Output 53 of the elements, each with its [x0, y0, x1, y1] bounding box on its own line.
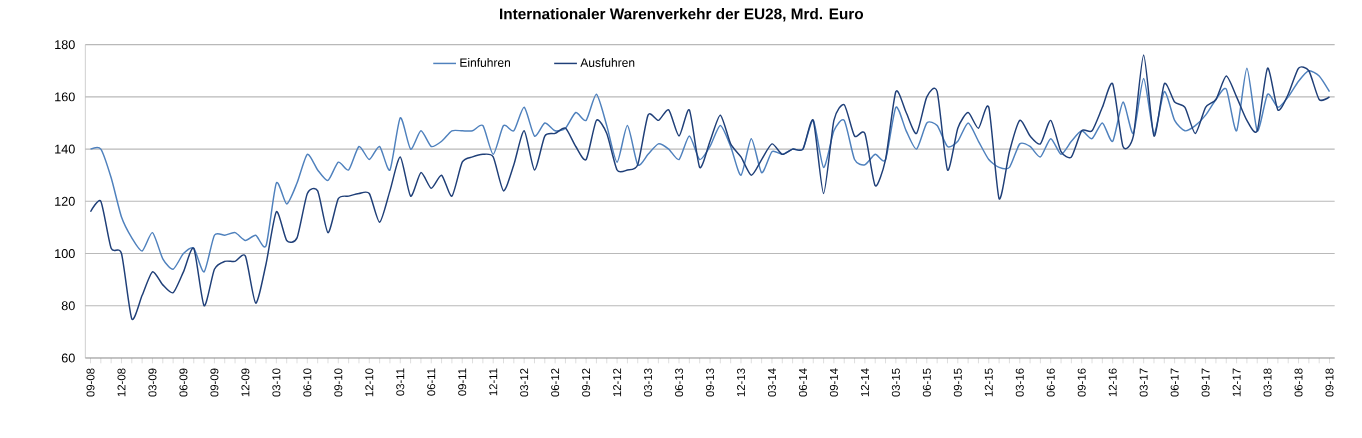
y-tick-label: 160	[55, 92, 75, 102]
x-tick-label: 03-15	[891, 368, 900, 397]
x-tick-label: 09-09	[210, 368, 219, 397]
x-tick-label: 06-12	[551, 368, 560, 397]
y-tick-label: 100	[55, 249, 75, 259]
x-tick-label: 09-11	[458, 368, 467, 396]
x-tick-label: 12-09	[241, 368, 250, 397]
x-tick-label: 12-17	[1232, 368, 1241, 397]
line-series	[89, 54, 1331, 320]
legend-label: Einfuhren	[460, 58, 510, 67]
x-tick-label: 06-10	[303, 368, 312, 397]
x-tick-label: 12-12	[613, 368, 622, 397]
x-tick-label: 03-18	[1263, 368, 1272, 397]
x-tick-label: 12-13	[736, 368, 745, 397]
x-tick-label: 03-09	[148, 368, 157, 397]
x-tick-label: 12-14	[860, 368, 869, 397]
x-tick-label: 03-12	[520, 368, 529, 397]
x-tick-label: 06-16	[1046, 368, 1055, 397]
y-tick-label: 60	[61, 353, 75, 363]
y-tick-label: 80	[61, 301, 75, 311]
x-tick-label: 06-15	[922, 368, 931, 397]
x-tick-label: 06-09	[179, 368, 188, 397]
x-tick-label: 12-10	[365, 368, 374, 397]
x-tick-label: 03-13	[644, 368, 653, 397]
y-tick-label: 140	[55, 144, 75, 154]
x-tick-label: 06-17	[1170, 368, 1179, 397]
chart-title: Internationaler Warenverkehr der EU28, Mrd. Euro	[500, 8, 864, 22]
x-tick-label: 12-08	[117, 368, 126, 397]
x-tick-label: 06-18	[1294, 368, 1303, 397]
x-tick-label: 06-13	[675, 368, 684, 397]
x-tick-label: 09-17	[1201, 368, 1210, 397]
x-tick-label: 03-16	[1015, 368, 1024, 397]
y-tick-label: 120	[55, 196, 75, 206]
x-tick-label: 03-11	[396, 368, 405, 396]
x-tick-label: 09-15	[953, 368, 962, 397]
x-tick-label: 12-11	[489, 368, 498, 396]
y-tick-label: 180	[55, 40, 75, 50]
legend-label: Ausfuhren	[580, 58, 635, 67]
x-tick-label: 09-12	[582, 368, 591, 397]
x-tick-label: 03-10	[272, 368, 281, 397]
x-tick-label: 06-11	[427, 368, 436, 396]
x-tick-label: 12-15	[984, 368, 993, 397]
x-tick-label: 09-16	[1077, 368, 1086, 397]
x-tick-label: 12-16	[1108, 368, 1117, 397]
x-tick-label: 09-10	[334, 368, 343, 397]
line-series	[89, 67, 1331, 273]
x-tick-label: 09-18	[1325, 368, 1334, 397]
x-tick-label: 03-17	[1139, 368, 1148, 397]
x-tick-label: 06-14	[798, 368, 807, 397]
x-tick-label: 09-08	[86, 368, 95, 397]
x-tick-label: 03-14	[767, 368, 776, 397]
x-tick-label: 09-13	[706, 368, 715, 397]
x-tick-label: 09-14	[829, 368, 838, 397]
